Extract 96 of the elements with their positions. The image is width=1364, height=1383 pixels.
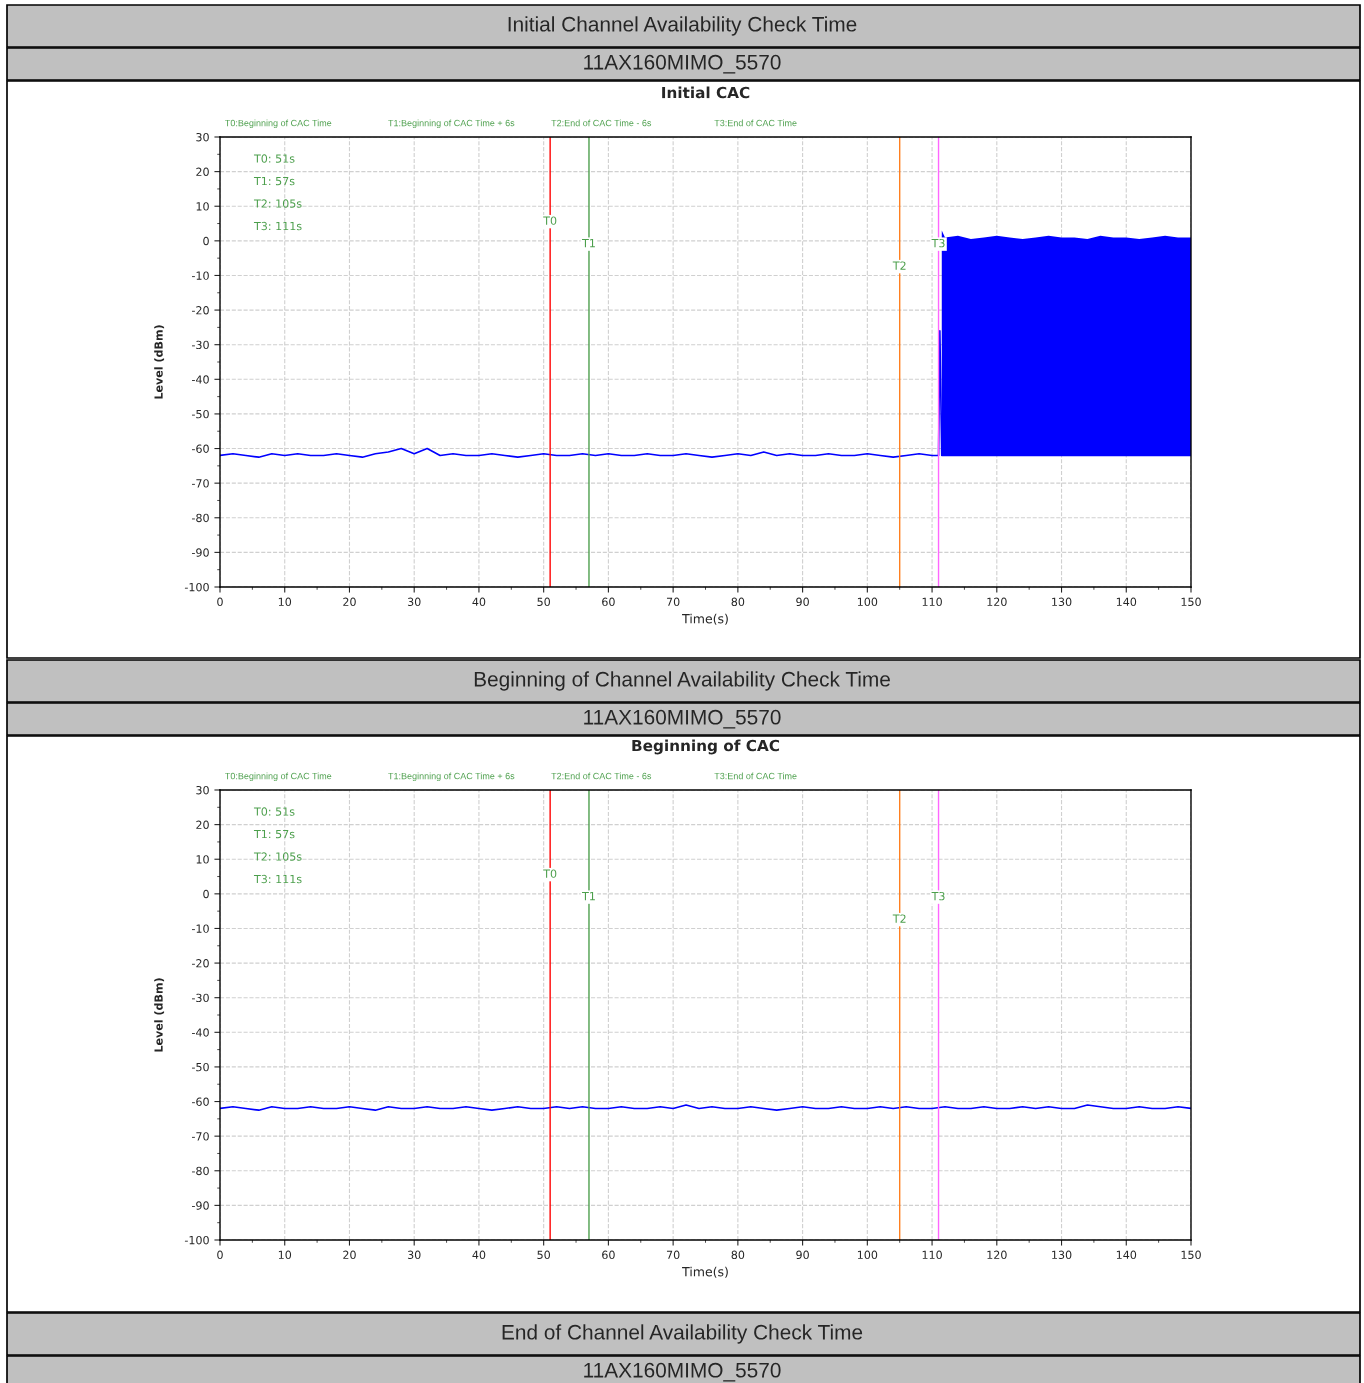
x-tick-label: 120 bbox=[987, 597, 1007, 607]
annotation: T1: 57s bbox=[253, 176, 295, 186]
x-tick-label: 80 bbox=[731, 597, 745, 607]
chart-title: Beginning of CAC bbox=[632, 739, 780, 755]
y-tick-label: 10 bbox=[196, 855, 209, 864]
y-tick-label: -50 bbox=[191, 409, 209, 419]
x-tick-label: 140 bbox=[1116, 1250, 1137, 1260]
x-tick-label: 0 bbox=[217, 1250, 223, 1260]
x-axis-title: Time(s) bbox=[682, 613, 728, 625]
x-tick-label: 80 bbox=[731, 1250, 745, 1260]
x-tick-label: 110 bbox=[922, 597, 942, 607]
x-tick-label: 60 bbox=[602, 1250, 615, 1260]
x-tick-label: 90 bbox=[796, 597, 809, 607]
y-tick-label: -100 bbox=[184, 582, 209, 592]
text: T1:Beginning of CAC Time + 6s bbox=[388, 119, 515, 128]
text: T3:End of CAC Time bbox=[714, 119, 797, 127]
y-tick-label: 20 bbox=[196, 820, 209, 829]
text: T1:Beginning of CAC Time + 6s bbox=[388, 772, 515, 781]
y-tick-label: -40 bbox=[191, 1028, 209, 1037]
y-tick-label: -60 bbox=[191, 444, 209, 453]
x-tick-label: 30 bbox=[407, 597, 421, 607]
ref-line-label: T1 bbox=[582, 892, 595, 901]
y-tick-label: -90 bbox=[191, 1201, 209, 1210]
annotation: T2: 105s bbox=[253, 199, 302, 208]
x-tick-label: 40 bbox=[472, 597, 486, 607]
x-axis-title: Time(s) bbox=[682, 1266, 728, 1278]
text: End of Channel Availability Check Time bbox=[502, 1324, 863, 1344]
y-tick-label: -70 bbox=[191, 1132, 209, 1141]
x-tick-label: 50 bbox=[537, 597, 550, 607]
y-tick-label: -90 bbox=[191, 548, 209, 557]
y-tick-label: -60 bbox=[191, 1097, 209, 1106]
x-tick-label: 130 bbox=[1052, 1250, 1072, 1260]
text: T0:Beginning of CAC Time bbox=[225, 119, 332, 128]
annotation: T1: 57s bbox=[253, 829, 295, 839]
y-tick-label: -100 bbox=[184, 1235, 209, 1245]
x-tick-label: 30 bbox=[407, 1250, 421, 1260]
ref-line-label: T2 bbox=[892, 261, 906, 270]
ref-line-label: T0 bbox=[543, 869, 557, 878]
x-tick-label: 130 bbox=[1052, 597, 1072, 607]
text: T2:End of CAC Time - 6s bbox=[551, 119, 652, 127]
y-tick-label: 30 bbox=[196, 785, 209, 795]
x-tick-label: 120 bbox=[987, 1250, 1007, 1260]
ref-line-label: T1 bbox=[582, 239, 595, 248]
annotation: T3: 111s bbox=[253, 221, 302, 231]
text: Initial Channel Availability Check Time bbox=[508, 16, 857, 36]
x-tick-label: 10 bbox=[278, 1250, 292, 1260]
text: T3:End of CAC Time bbox=[714, 772, 797, 780]
x-tick-label: 70 bbox=[666, 1250, 680, 1260]
x-tick-label: 60 bbox=[602, 597, 615, 607]
y-tick-label: -20 bbox=[191, 306, 209, 315]
y-tick-label: 0 bbox=[203, 889, 209, 899]
y-tick-label: -80 bbox=[191, 513, 209, 523]
chart-title: Initial CAC bbox=[662, 86, 750, 99]
x-tick-label: 140 bbox=[1116, 597, 1137, 607]
annotation: T0: 51s bbox=[253, 807, 295, 816]
y-tick-label: -40 bbox=[191, 375, 209, 384]
y-tick-label: -50 bbox=[191, 1062, 209, 1072]
ref-line-label: T3 bbox=[931, 891, 945, 901]
x-tick-label: 20 bbox=[343, 1250, 356, 1260]
text: 11AX160MIMO_5570 bbox=[584, 1362, 781, 1382]
y-tick-label: 0 bbox=[203, 236, 209, 246]
x-tick-label: 0 bbox=[217, 597, 223, 607]
x-tick-label: 150 bbox=[1181, 1250, 1201, 1260]
y-tick-label: 10 bbox=[196, 202, 209, 211]
y-tick-label: -10 bbox=[191, 924, 209, 933]
x-tick-label: 70 bbox=[666, 597, 680, 607]
annotation: T0: 51s bbox=[253, 154, 295, 163]
x-tick-label: 100 bbox=[857, 597, 878, 607]
x-tick-label: 40 bbox=[472, 1250, 486, 1260]
x-tick-label: 10 bbox=[278, 597, 292, 607]
ref-line-label: T3 bbox=[931, 238, 945, 248]
annotation: T3: 111s bbox=[253, 874, 302, 884]
y-tick-label: 30 bbox=[196, 132, 209, 142]
y-tick-label: -70 bbox=[191, 479, 209, 488]
x-tick-label: 90 bbox=[796, 1250, 809, 1260]
text: Beginning of Channel Availability Check Time bbox=[474, 671, 890, 691]
text: T0:Beginning of CAC Time bbox=[225, 772, 332, 781]
x-tick-label: 100 bbox=[857, 1250, 878, 1260]
x-tick-label: 20 bbox=[343, 597, 356, 607]
y-tick-label: -10 bbox=[191, 271, 209, 280]
y-tick-label: -30 bbox=[191, 993, 209, 1003]
x-tick-label: 110 bbox=[922, 1250, 942, 1260]
annotation: T2: 105s bbox=[253, 852, 302, 861]
y-tick-label: 20 bbox=[196, 167, 209, 176]
ref-line-label: T0 bbox=[543, 216, 557, 225]
y-tick-label: -20 bbox=[191, 959, 209, 968]
text: 11AX160MIMO_5570 bbox=[584, 709, 781, 729]
y-axis-title: Level (dBm) bbox=[154, 325, 165, 399]
ref-line-label: T2 bbox=[892, 914, 906, 923]
y-axis-title: Level (dBm) bbox=[154, 978, 165, 1052]
x-tick-label: 150 bbox=[1181, 597, 1201, 607]
y-tick-label: -30 bbox=[191, 340, 209, 350]
x-tick-label: 50 bbox=[537, 1250, 550, 1260]
y-tick-label: -80 bbox=[191, 1166, 209, 1176]
text: T2:End of CAC Time - 6s bbox=[551, 772, 652, 780]
text: 11AX160MIMO_5570 bbox=[584, 54, 781, 74]
